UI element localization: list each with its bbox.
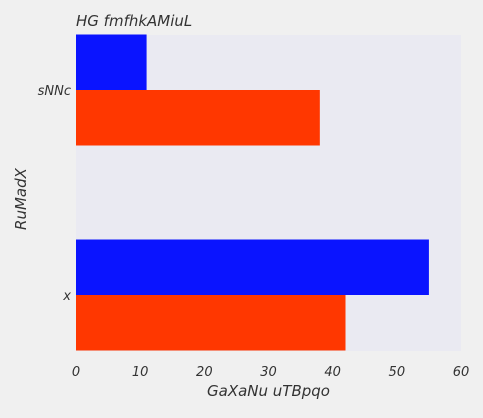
bar-x-series-0 [76,295,346,351]
x-tick-label: 10 [132,365,149,380]
bar-sNNc-series-1 [76,34,147,90]
x-tick-label: 20 [196,365,213,380]
ticks-layer: 0 10 20 30 40 50 60 x sNNc [38,84,470,380]
y-axis-label: RuMadX [12,167,30,230]
bar-sNNc-series-0 [76,90,320,146]
x-tick-label: 60 [453,365,470,380]
x-tick-label: 50 [389,365,406,380]
x-axis-label: GaXaNu uTBpqo [207,382,330,400]
bars-layer [76,34,429,351]
chart-title: HG fmfhkAMiuL [76,12,192,30]
y-tick-label: x [62,289,71,304]
x-tick-label: 40 [324,365,341,380]
x-tick-label: 30 [260,365,277,380]
y-tick-label: sNNc [38,84,71,99]
bar-x-series-1 [76,239,429,295]
x-tick-label: 0 [72,365,80,380]
